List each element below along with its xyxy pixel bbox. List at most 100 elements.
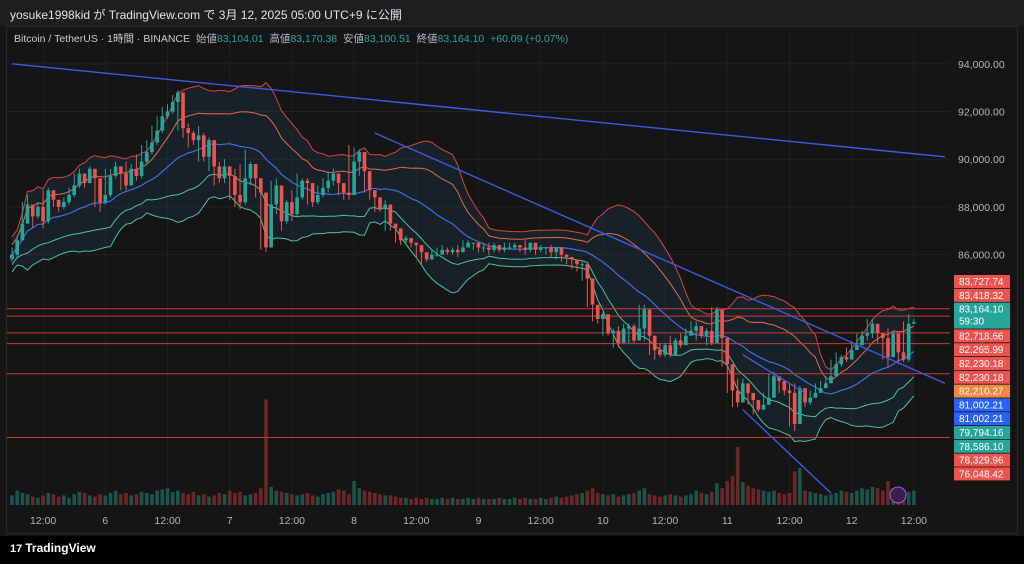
volume-bar xyxy=(844,491,849,505)
volume-bar xyxy=(119,494,123,505)
candle-body xyxy=(823,383,828,389)
candle-body xyxy=(538,247,543,250)
candle-body xyxy=(699,326,704,336)
candle-body xyxy=(875,323,880,334)
candle-body xyxy=(829,376,833,384)
volume-bar xyxy=(383,495,388,505)
candle-body xyxy=(87,168,92,184)
candle-body xyxy=(10,254,14,260)
price-tag xyxy=(954,439,1010,453)
volume-bar xyxy=(507,499,512,505)
horizontal-levels xyxy=(7,308,950,439)
volume-bar xyxy=(777,493,781,505)
trendline xyxy=(742,409,832,494)
candle-body xyxy=(393,223,398,229)
chart-panel[interactable] xyxy=(6,26,1018,534)
volume-bar xyxy=(82,493,87,505)
candle-body xyxy=(284,202,289,222)
candle-body xyxy=(720,309,724,339)
volume-bar xyxy=(217,493,222,505)
candle-body xyxy=(606,314,610,334)
x-tick-label: 12:00 xyxy=(901,515,927,527)
x-tick-label: 8 xyxy=(351,515,357,527)
volume-bar xyxy=(487,499,491,505)
volume-bar xyxy=(336,489,341,505)
volume-bar xyxy=(321,494,325,505)
candle-body xyxy=(756,400,761,410)
candle-body xyxy=(217,166,222,179)
volume-bar xyxy=(10,495,14,505)
open-label: 始値 xyxy=(195,33,217,45)
candle-body xyxy=(62,202,66,207)
volume-bar xyxy=(704,494,709,505)
volume-bar xyxy=(25,494,30,505)
candle-body xyxy=(632,326,636,341)
candle-body xyxy=(637,328,641,341)
volume-bar xyxy=(160,489,165,505)
volume-bar xyxy=(730,476,735,505)
volume-bar xyxy=(715,483,719,505)
close-value: 83,164.10 xyxy=(437,33,485,45)
price-tag-label: 81,002.21 xyxy=(959,414,1004,425)
price-tag xyxy=(954,275,1010,288)
symbol-label: Bitcoin / TetherUS · 1時間 · BINANCE xyxy=(14,33,191,45)
candle-body xyxy=(77,173,82,186)
volume-bar xyxy=(627,494,631,505)
candle-body xyxy=(523,247,527,250)
volume-bar xyxy=(855,490,859,505)
volume-bar xyxy=(823,495,828,505)
volume-bar xyxy=(243,495,248,505)
price-tag-label: 78,586.10 xyxy=(959,442,1004,453)
volume-bars xyxy=(10,399,916,505)
candle-body xyxy=(549,247,553,253)
candle-body xyxy=(305,180,310,184)
candle-body xyxy=(176,92,180,102)
candle-body xyxy=(906,323,911,360)
candle-body xyxy=(98,178,102,203)
volume-bar xyxy=(528,499,533,505)
price-tag-label: 81,002.21 xyxy=(959,400,1004,411)
volume-bar xyxy=(564,496,569,505)
x-tick-label: 7 xyxy=(227,515,233,527)
tradingview-brand[interactable]: 17 TradingView xyxy=(10,541,96,555)
candle-body xyxy=(419,245,424,253)
candle-body xyxy=(129,168,134,186)
volume-bar xyxy=(663,495,667,505)
volume-bar xyxy=(466,497,470,505)
low-value: 83,100.51 xyxy=(364,33,411,45)
candle-body xyxy=(222,166,227,179)
y-tick-label: 94,000.00 xyxy=(958,59,1005,71)
volume-bar xyxy=(352,481,356,505)
x-tick-label: 11 xyxy=(722,515,733,527)
candle-body xyxy=(896,333,901,353)
volume-bar xyxy=(284,493,289,505)
candle-body xyxy=(352,161,356,195)
candle-body xyxy=(82,173,87,184)
volume-bar xyxy=(170,491,175,505)
candle-body xyxy=(507,247,512,249)
candle-body xyxy=(580,264,584,266)
ohlc-legend: Bitcoin / TetherUS · 1時間 · BINANCE 始値 83,… xyxy=(14,31,568,46)
price-tag-label: 83,727.74 xyxy=(959,277,1004,288)
candle-body xyxy=(430,254,434,260)
candle-body xyxy=(264,192,268,248)
candle-body xyxy=(373,190,377,198)
volume-bar xyxy=(20,493,25,505)
candle-body xyxy=(103,195,108,203)
candle-body xyxy=(803,388,807,403)
x-tick-label: 12 xyxy=(846,515,858,527)
candle-body xyxy=(383,204,388,210)
candle-body xyxy=(627,326,631,329)
x-tick-label: 6 xyxy=(102,515,108,527)
volume-bar xyxy=(694,490,699,505)
candle-body xyxy=(886,338,890,358)
candle-body xyxy=(51,190,56,200)
volume-bar xyxy=(637,490,641,505)
x-tick-label: 12:00 xyxy=(652,515,678,527)
volume-bar xyxy=(326,493,330,505)
candle-body xyxy=(512,245,517,248)
price-tag-label: 82,230.18 xyxy=(959,373,1004,384)
candle-body xyxy=(414,242,419,246)
price-tag xyxy=(954,398,1010,412)
